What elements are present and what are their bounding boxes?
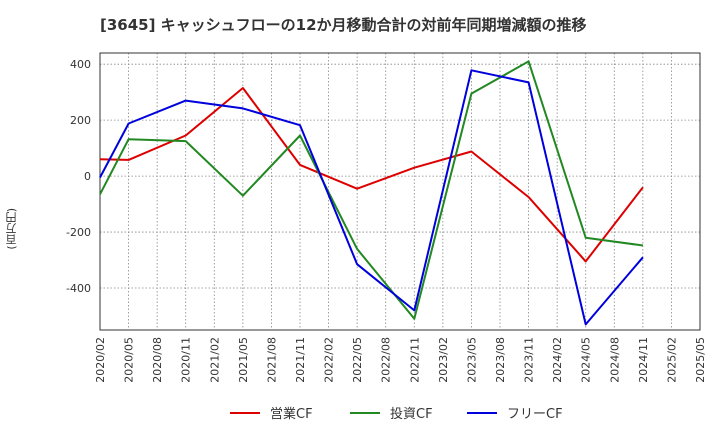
legend: 営業CF 投資CF フリーCF xyxy=(230,406,563,422)
legend-label: 営業CF xyxy=(270,406,313,422)
x-tick-label: 2021/02 xyxy=(208,337,221,383)
x-tick-label: 2020/05 xyxy=(123,337,136,383)
x-tick-label: 2022/02 xyxy=(323,337,336,383)
x-tick-label: 2022/11 xyxy=(408,337,421,383)
plot-frame xyxy=(99,52,701,331)
x-tick-label: 2021/11 xyxy=(294,337,307,383)
y-tick-label: 400 xyxy=(70,58,91,71)
y-tick-labels: 400 200 0 -200 -400 xyxy=(66,58,91,295)
x-tick-label: 2024/05 xyxy=(580,337,593,383)
x-tick-label: 2020/02 xyxy=(94,337,107,383)
chart-title: [3645] キャッシュフローの12か月移動合計の対前年同期増減額の推移 xyxy=(100,16,587,34)
grid-lines xyxy=(99,53,701,330)
x-tick-label: 2023/08 xyxy=(494,337,507,383)
x-tick-label: 2024/02 xyxy=(551,337,564,383)
legend-label: 投資CF xyxy=(390,406,433,422)
x-tick-label: 2025/05 xyxy=(694,337,707,383)
x-tick-label: 2023/05 xyxy=(465,337,478,383)
y-tick-label: 0 xyxy=(84,170,91,183)
x-tick-label: 2025/02 xyxy=(665,337,678,383)
y-tick-label: -400 xyxy=(66,282,91,295)
x-tick-label: 2024/11 xyxy=(637,337,650,383)
x-tick-label: 2022/05 xyxy=(351,337,364,383)
x-tick-label: 2020/08 xyxy=(151,337,164,383)
y-tick-label: 200 xyxy=(70,114,91,127)
x-tick-label: 2020/11 xyxy=(180,337,193,383)
x-tick-label: 2022/08 xyxy=(380,337,393,383)
x-tick-label: 2024/08 xyxy=(608,337,621,383)
x-tick-label: 2023/02 xyxy=(437,337,450,383)
x-tick-label: 2021/05 xyxy=(237,337,250,383)
y-tick-label: -200 xyxy=(66,226,91,239)
series-lines xyxy=(99,60,644,326)
legend-label: フリーCF xyxy=(507,407,563,422)
series-line xyxy=(99,87,644,263)
series-line xyxy=(99,60,644,320)
series-line xyxy=(99,69,644,326)
x-tick-label: 2023/11 xyxy=(523,337,536,383)
x-tick-label: 2021/08 xyxy=(265,337,278,383)
x-tick-labels: 2020/02 2020/05 2020/08 2020/11 2021/02 2021/… xyxy=(94,337,707,383)
